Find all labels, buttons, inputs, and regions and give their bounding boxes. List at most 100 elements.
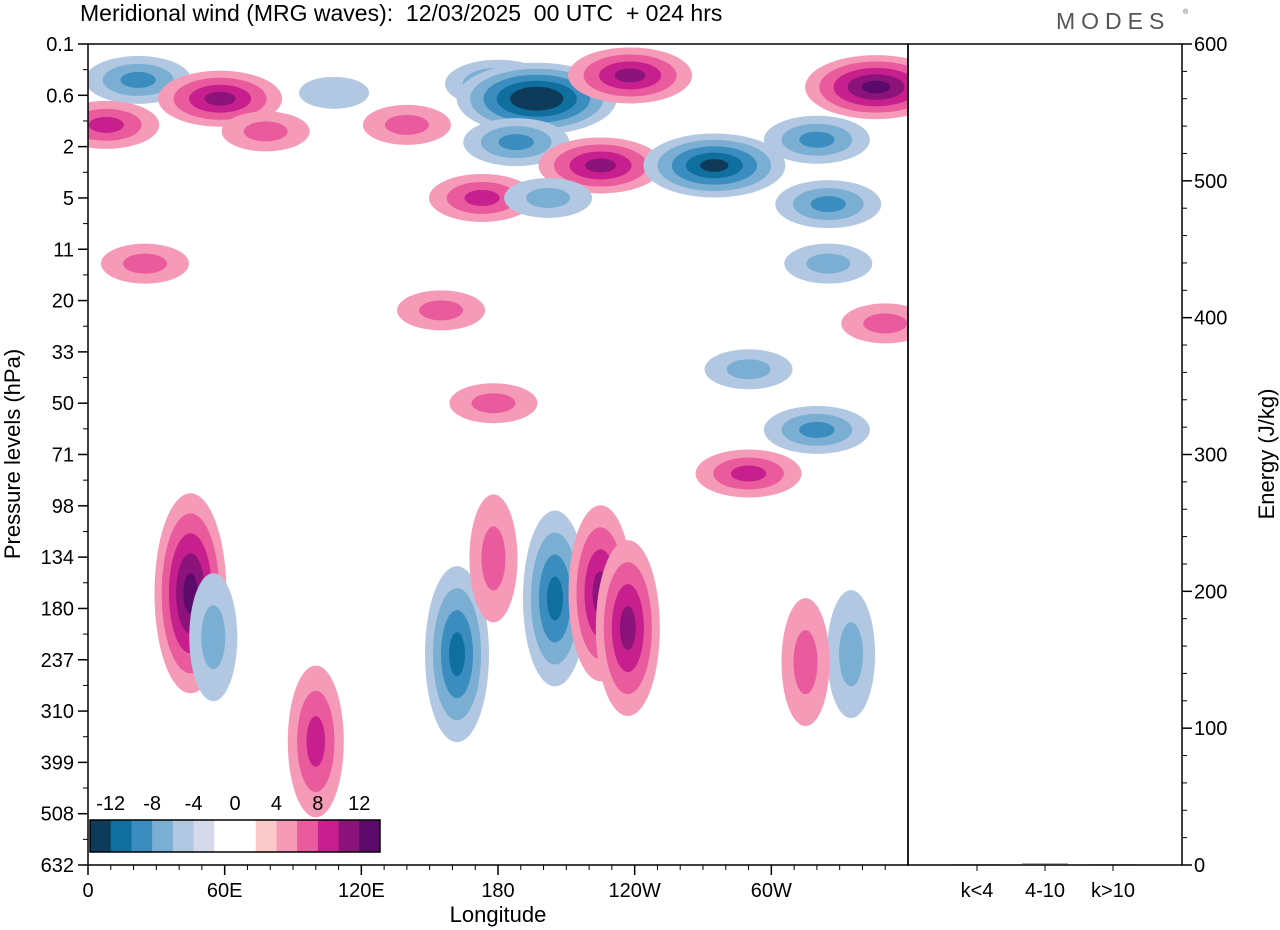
y-tick-label: 508 [41, 804, 74, 826]
colorbar-swatch [359, 820, 381, 852]
colorbar-swatch [276, 820, 298, 852]
x-axis: 0 60E 120E 180 120W 60W [82, 865, 886, 902]
colorbar-swatch [235, 820, 257, 852]
y-axis: 0.1 0.6 2 5 11 20 33 50 71 98 134 180 237 310 399 508 63… [41, 34, 88, 877]
colorbar-label: -4 [185, 793, 203, 815]
energy-bar [1090, 864, 1136, 865]
y-axis-title: Pressure levels (hPa) [0, 349, 25, 559]
colorbar-label: 0 [229, 793, 240, 815]
contour-feature [469, 494, 518, 623]
contour-feature [189, 573, 238, 702]
colorbar-swatch [255, 820, 277, 852]
contour-feature [695, 449, 802, 498]
y-tick-label: 5 [63, 188, 74, 210]
contour-band [120, 71, 156, 88]
energy-panel-frame [907, 43, 1183, 866]
y-tick-label: 0.6 [46, 85, 74, 107]
energy-tick-label: 500 [1194, 171, 1227, 193]
contour-band [730, 465, 767, 482]
energy-axis-title: Energy (J/kg) [1254, 389, 1279, 520]
contour-feature [805, 55, 908, 120]
colorbar-swatch [172, 820, 195, 852]
contour-band [861, 80, 891, 94]
colorbar: -12 -8 -4 0 4 8 12 [89, 793, 381, 853]
colorbar-swatch [193, 820, 215, 852]
brand-registered-mark: ® [1183, 9, 1189, 16]
contour-band [585, 158, 616, 173]
y-tick-label: 399 [41, 752, 74, 774]
contour-feature [449, 383, 538, 424]
contour-feature [763, 405, 870, 454]
contour-feature [763, 115, 870, 164]
energy-tick-label: 0 [1194, 855, 1205, 877]
colorbar-label: -12 [96, 793, 125, 815]
contour-feature [704, 349, 793, 390]
contour-feature [88, 100, 160, 149]
colorbar-label: 12 [348, 793, 370, 815]
contour-band [384, 114, 429, 135]
contour-field [88, 47, 908, 818]
contour-feature [504, 177, 593, 218]
energy-category-label: k>10 [1091, 880, 1135, 902]
contour-band [799, 131, 835, 148]
x-axis-title: Longitude [450, 902, 547, 927]
contour-band [526, 187, 571, 208]
y-tick-label: 180 [41, 598, 74, 620]
y-tick-label: 2 [63, 137, 74, 159]
contour-feature [429, 173, 536, 222]
contour-band [839, 622, 864, 687]
y-tick-label: 71 [52, 445, 74, 467]
colorbar-label: -8 [143, 793, 161, 815]
contour-band [619, 606, 636, 651]
contour-feature [784, 243, 873, 284]
energy-tick-label: 200 [1194, 581, 1227, 603]
contour-band [726, 359, 771, 380]
x-tick-label: 60W [751, 880, 792, 902]
contour-feature [158, 70, 283, 127]
energy-bar [954, 864, 1000, 865]
x-tick-label: 120E [338, 880, 385, 902]
y-tick-label: 134 [41, 547, 74, 569]
energy-category-label: k<4 [961, 880, 994, 902]
colorbar-swatch [297, 820, 319, 852]
contour-feature [841, 303, 908, 344]
energy-tick-label: 100 [1194, 718, 1227, 740]
contour-feature [568, 47, 693, 104]
contour-band [243, 121, 288, 142]
contour-feature [463, 118, 570, 167]
contour-feature [781, 598, 830, 727]
y-tick-label: 33 [52, 342, 74, 364]
x-tick-label: 60E [207, 880, 243, 902]
contour-band [306, 716, 326, 767]
contour-band [464, 189, 500, 206]
contour-band [863, 313, 908, 334]
contour-feature [595, 540, 660, 717]
y-tick-label: 632 [41, 855, 74, 877]
energy-tick-label: 400 [1194, 308, 1227, 330]
contour-feature [362, 104, 451, 145]
colorbar-frame [89, 819, 381, 853]
contour-band [471, 393, 516, 414]
y-tick-label: 11 [53, 239, 74, 261]
energy-tick-label: 300 [1194, 445, 1227, 467]
contour-feature [775, 180, 882, 229]
contour-band [614, 68, 646, 83]
contour-band [299, 76, 369, 109]
colorbar-label: 8 [312, 793, 323, 815]
y-tick-label: 310 [41, 701, 74, 723]
energy-category-label: 4-10 [1025, 880, 1065, 902]
contour-band [793, 630, 818, 695]
contour-feature [522, 510, 587, 687]
contour-feature [221, 111, 310, 152]
contour-feature [287, 665, 344, 818]
contour-band [523, 92, 551, 105]
x-tick-label: 0 [82, 880, 93, 902]
y-tick-label: 50 [52, 393, 74, 415]
contour-band [498, 134, 534, 151]
energy-bar [1022, 863, 1068, 865]
contour-feature [827, 590, 876, 719]
contour-feature [538, 137, 663, 194]
contour-band [122, 253, 167, 274]
energy-tick-label: 600 [1194, 34, 1227, 56]
